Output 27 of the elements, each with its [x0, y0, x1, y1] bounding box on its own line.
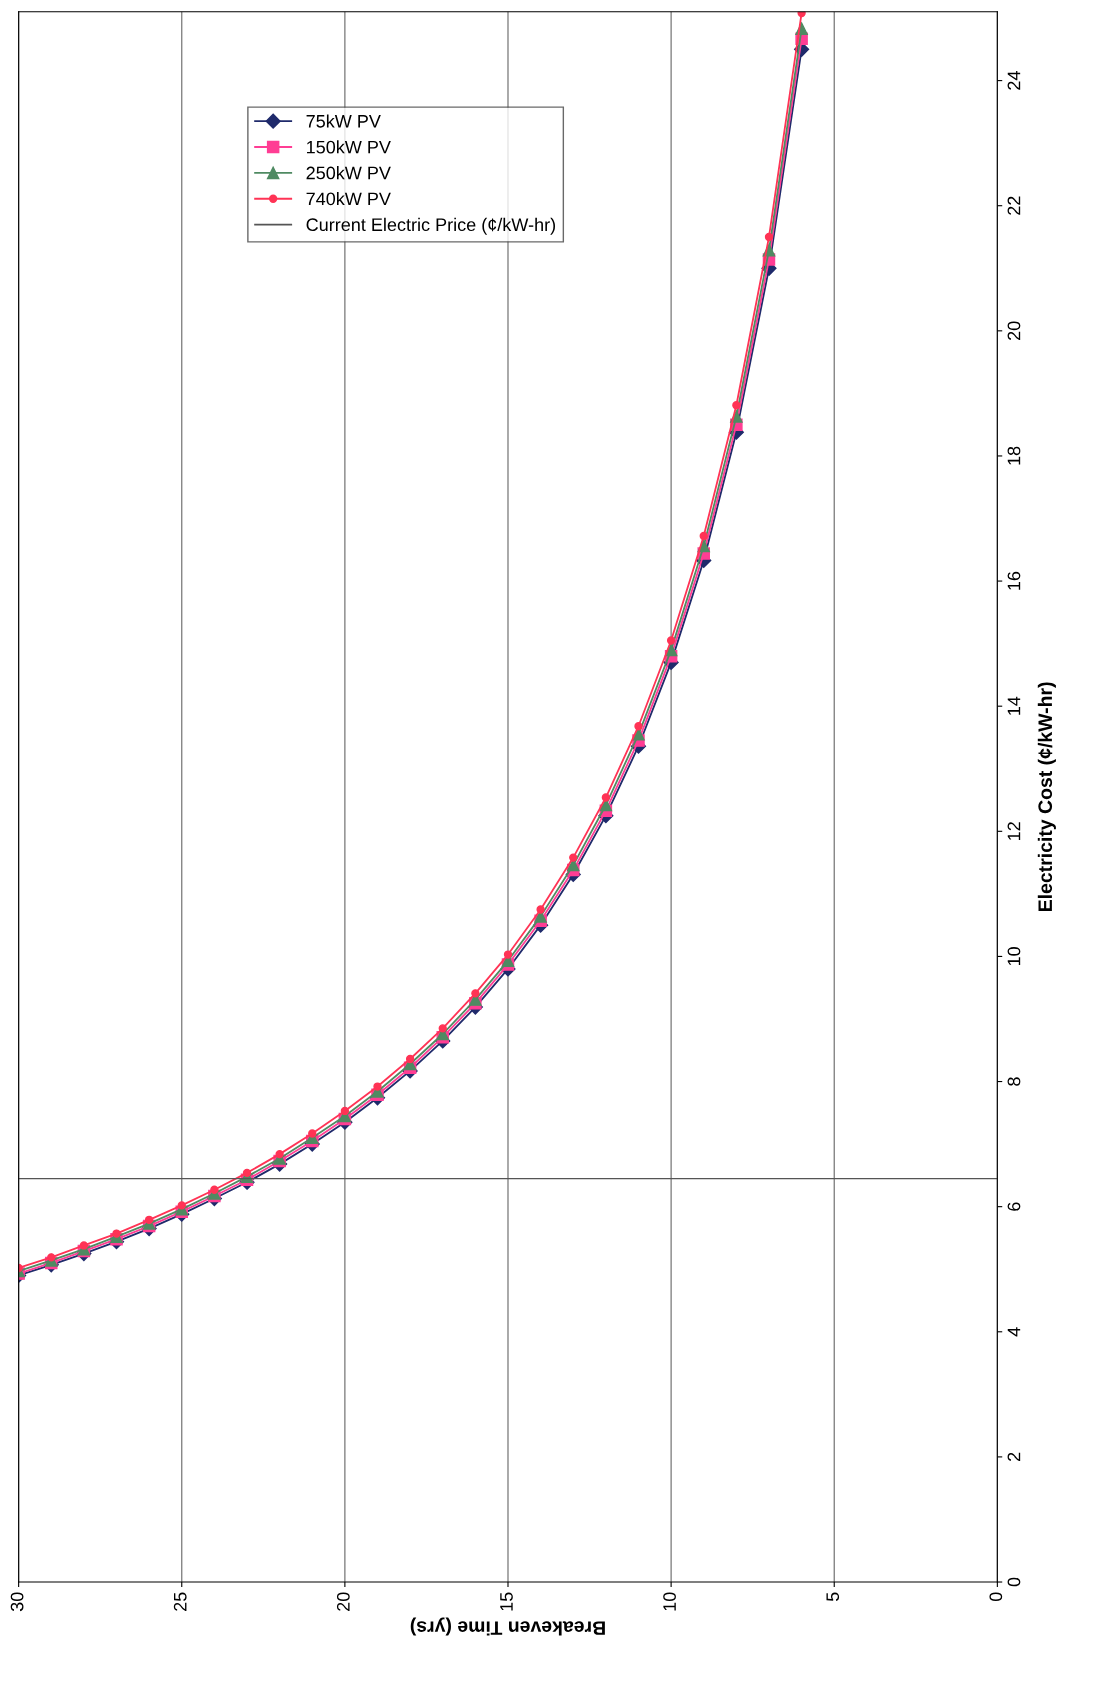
y-tick-label: 18: [1007, 446, 1021, 465]
y-tick-label: 24: [1007, 71, 1021, 90]
x-tick-label: 25: [173, 1592, 187, 1611]
y-tick-label: 20: [1007, 321, 1021, 340]
legend-label: 150kW PV: [307, 140, 391, 154]
legend-label: 250kW PV: [306, 166, 391, 180]
x-tick-label: 5: [826, 1592, 840, 1602]
legend-label: 75kW PV: [306, 114, 381, 128]
x-tick-label: 15: [500, 1592, 513, 1611]
y-tick-label: 8: [1007, 1077, 1021, 1086]
x-tick-label: 20: [336, 1592, 350, 1611]
y-tick-label: 14: [1007, 696, 1021, 715]
y-tick-label: 0: [1007, 1577, 1021, 1587]
x-tick-label: 10: [663, 1592, 676, 1611]
legend-label: 740kW PV: [306, 191, 391, 206]
y-tick-label: 4: [1007, 1327, 1021, 1337]
y-tick-label: 16: [1007, 571, 1021, 590]
y-tick-label: 10: [1007, 947, 1021, 966]
y-tick-label: 6: [1007, 1202, 1021, 1211]
x-axis-title: Breakeven Time (yrs): [410, 1617, 605, 1636]
y-tick-label: 12: [1007, 822, 1021, 840]
x-tick-label: 30: [10, 1592, 24, 1612]
y-tick-label: 22: [1007, 196, 1021, 215]
y-tick-label: 2: [1007, 1452, 1021, 1462]
y-axis-title: Electricity Cost (¢/kW-hr): [1037, 682, 1056, 912]
legend-label: Current Electric Price (¢/kW-hr): [306, 217, 556, 235]
x-tick-label: 0: [989, 1592, 1003, 1602]
